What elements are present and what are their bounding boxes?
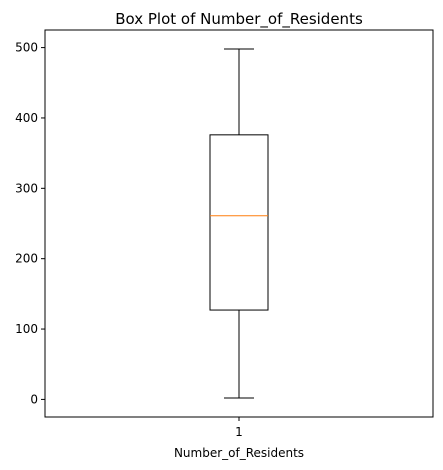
y-tick-label: 300 <box>15 181 38 195</box>
x-tick-label: 1 <box>235 425 243 439</box>
y-tick-label: 0 <box>30 392 38 406</box>
y-tick-label: 100 <box>15 322 38 336</box>
box-iqr <box>209 134 269 311</box>
y-tick-label: 400 <box>15 111 38 125</box>
chart-title: Box Plot of Number_of_Residents <box>115 10 363 29</box>
y-tick-label: 500 <box>15 41 38 55</box>
y-axis: 0 100 200 300 400 500 <box>15 41 45 406</box>
x-axis: 1 <box>235 417 243 439</box>
boxes <box>209 48 269 399</box>
x-axis-label: Number_of_Residents <box>174 446 304 460</box>
y-tick-label: 200 <box>15 252 38 266</box>
